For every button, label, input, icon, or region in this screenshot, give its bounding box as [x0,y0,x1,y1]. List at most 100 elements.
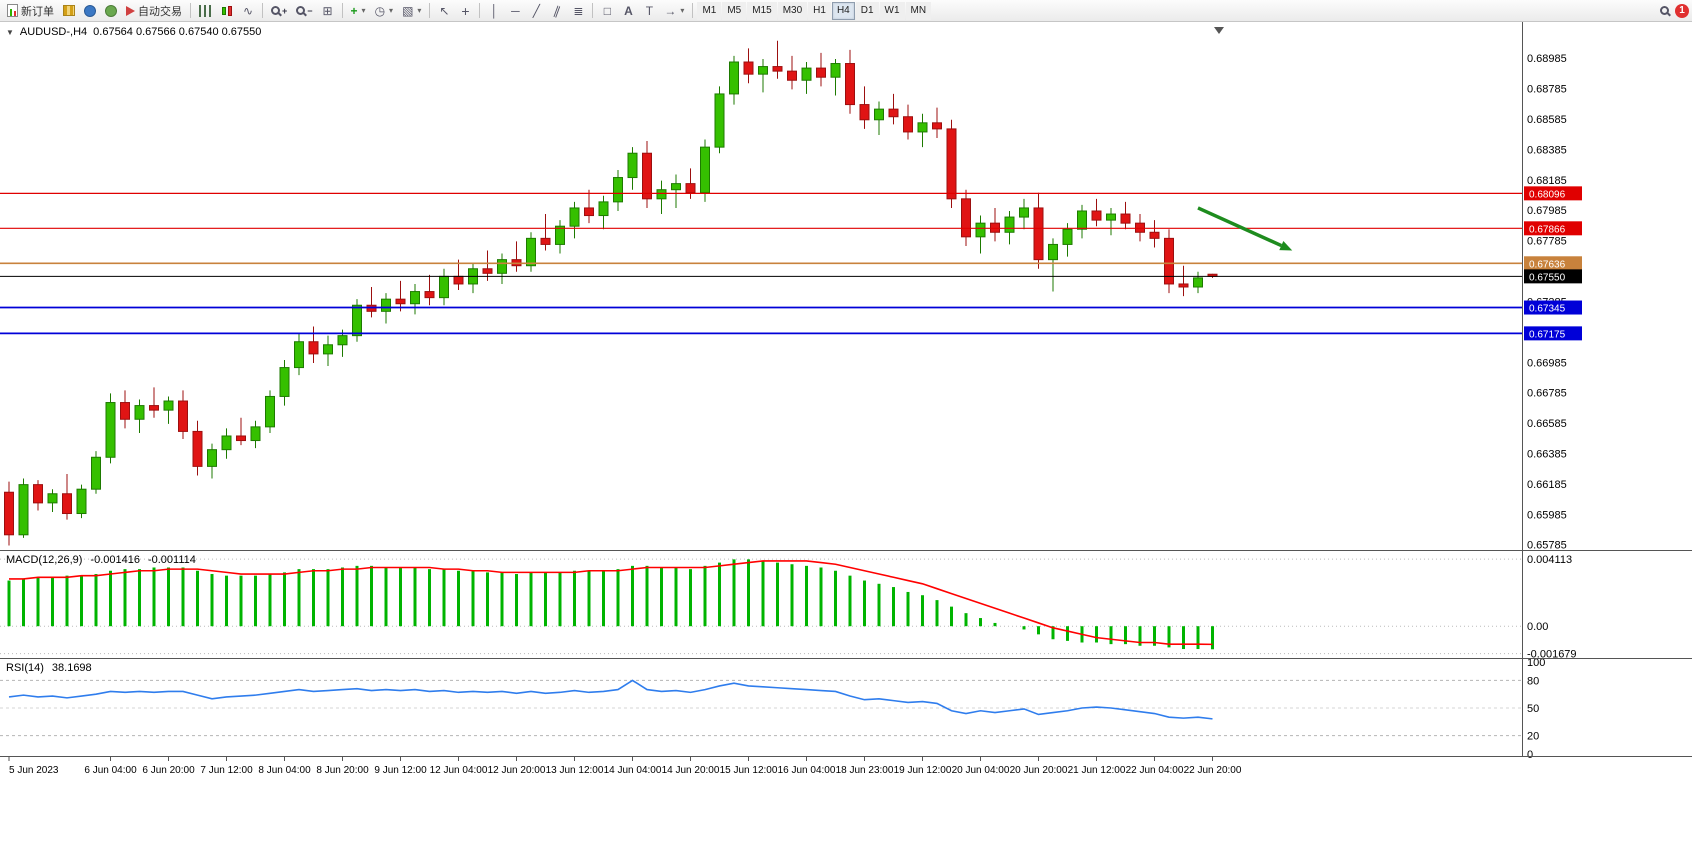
autotrade-button[interactable]: 自动交易 [122,1,186,21]
candles-layer[interactable] [4,40,1218,546]
bar-chart-icon [199,4,212,17]
macd-label: MACD(12,26,9) -0.001416 -0.001114 [6,554,196,566]
rsi-label: RSI(14) 38.1698 [6,662,92,674]
svg-text:20 Jun 04:00: 20 Jun 04:00 [952,765,1010,776]
timeframe-m1[interactable]: M1 [697,1,722,20]
timeframe-m15[interactable]: M15 [747,1,777,20]
templates-button[interactable]: ▧ ▾ [398,1,425,21]
panel-separators[interactable] [0,22,1692,757]
svg-text:0: 0 [1527,749,1533,761]
channel-icon: ∥ [552,2,563,19]
svg-text:0.67785: 0.67785 [1527,236,1567,248]
tile-windows-button[interactable]: ⊞ [318,1,338,21]
cursor-icon: ↖ [439,3,450,18]
bar-chart-mode-button[interactable] [195,1,216,21]
toolbar-separator [592,3,594,18]
macd-signal-line [9,560,1213,646]
chart-title: ▼ AUDUSD-,H4 0.67564 0.67566 0.67540 0.6… [6,26,261,38]
timeframe-m5[interactable]: M5 [722,1,747,20]
svg-text:0.00: 0.00 [1527,621,1548,633]
arrows-tool-button[interactable]: → ▾ [660,1,688,21]
mql-button[interactable] [101,1,121,21]
vertical-line-button[interactable]: │ [484,1,504,21]
toolbar-separator [692,3,694,18]
chevron-down-icon: ▾ [680,6,685,15]
timeframe-w1[interactable]: W1 [879,1,905,20]
one-click-trading-toggle[interactable]: ▼ [6,27,14,37]
new-order-button[interactable]: 新订单 [3,1,58,21]
notification-badge[interactable]: 1 [1675,3,1689,18]
line-chart-icon: ∿ [242,3,254,18]
timeframe-mn[interactable]: MN [905,1,932,20]
svg-text:100: 100 [1527,657,1545,669]
svg-text:14 Jun 04:00: 14 Jun 04:00 [604,765,662,776]
svg-text:0.65985: 0.65985 [1527,509,1567,521]
chart-window: 0.68985 0.68785 0.68585 0.68385 0.68185 0.679… [0,22,1692,844]
shapes-icon: □ [603,3,612,18]
label-tool-button[interactable]: T [639,1,659,21]
svg-text:0.67636: 0.67636 [1529,259,1566,270]
svg-text:0.67345: 0.67345 [1529,304,1566,315]
svg-text:0.68985: 0.68985 [1527,53,1567,65]
svg-text:9 Jun 12:00: 9 Jun 12:00 [374,765,427,776]
svg-text:0.67866: 0.67866 [1529,224,1566,235]
cursor-button[interactable]: ↖ [434,1,454,21]
macd-main-value: -0.001416 [90,554,140,566]
timeframe-d1[interactable]: D1 [855,1,879,20]
timeframe-m30[interactable]: M30 [777,1,808,20]
text-icon: A [624,3,633,18]
vertical-line-icon: │ [490,3,499,18]
trendline-button[interactable]: ╱ [526,1,546,21]
svg-text:80: 80 [1527,675,1539,687]
svg-text:13 Jun 12:00: 13 Jun 12:00 [546,765,604,776]
label-icon: T [645,3,654,18]
shapes-button[interactable]: □ [597,1,617,21]
rsi-value: 38.1698 [51,662,92,674]
search-button[interactable] [1654,1,1674,21]
community-button[interactable] [80,1,100,21]
fibonacci-button[interactable]: ≣ [568,1,588,21]
svg-text:0.68096: 0.68096 [1529,189,1566,200]
svg-text:0.68385: 0.68385 [1527,144,1567,156]
macd-name: MACD(12,26,9) [6,554,83,566]
chevron-down-icon: ▾ [389,6,394,15]
zoom-out-button[interactable]: − [292,1,316,21]
svg-text:0.67985: 0.67985 [1527,205,1567,217]
crosshair-button[interactable]: + [455,1,475,21]
new-order-label: 新订单 [21,5,54,18]
time-axis[interactable]: 5 Jun 2023 6 Jun 04:00 6 Jun 20:00 7 Jun 12… [8,757,1242,776]
rsi-panel[interactable]: 100 80 50 20 0 [0,657,1545,761]
chart-canvas[interactable]: 0.68985 0.68785 0.68585 0.68385 0.68185 0.679… [0,22,1692,844]
fibonacci-icon: ≣ [573,3,584,18]
macd-panel[interactable]: 0.004113 0.00 -0.001679 [0,554,1577,661]
line-chart-mode-button[interactable]: ∿ [238,1,258,21]
trendline-icon: ╱ [532,3,541,18]
new-order-icon [7,4,18,17]
svg-text:0.67175: 0.67175 [1529,329,1566,340]
chart-shift-marker[interactable] [1214,27,1224,34]
clock-icon: ◷ [374,3,386,18]
quotes-button[interactable] [59,1,79,21]
timeframe-h4[interactable]: H4 [831,1,855,20]
svg-text:6 Jun 20:00: 6 Jun 20:00 [142,765,195,776]
trend-arrow-annotation[interactable] [1197,206,1293,251]
zoom-in-button[interactable]: + [267,1,291,21]
arrows-icon: → [664,3,677,18]
svg-text:0.66585: 0.66585 [1527,418,1567,430]
autotrade-icon [126,5,135,16]
channel-button[interactable]: ∥ [547,1,567,21]
level-lines-layer[interactable]: 0.68096 0.67866 0.67636 0.67550 0.67345 0.671… [0,186,1582,341]
svg-text:21 Jun 12:00: 21 Jun 12:00 [1068,765,1126,776]
periods-button[interactable]: ◷ ▾ [371,1,398,21]
candlestick-mode-button[interactable] [217,1,237,21]
indicators-button[interactable]: + ▾ [347,1,370,21]
price-tag [1524,256,1582,271]
svg-text:16 Jun 04:00: 16 Jun 04:00 [778,765,836,776]
text-tool-button[interactable]: A [618,1,638,21]
chevron-down-icon: ▾ [417,6,422,15]
timeframe-h1[interactable]: H1 [808,1,831,20]
svg-text:8 Jun 20:00: 8 Jun 20:00 [316,765,369,776]
horizontal-line-button[interactable]: ─ [505,1,525,21]
price-tag [1524,269,1582,284]
crosshair-icon: + [461,2,470,19]
